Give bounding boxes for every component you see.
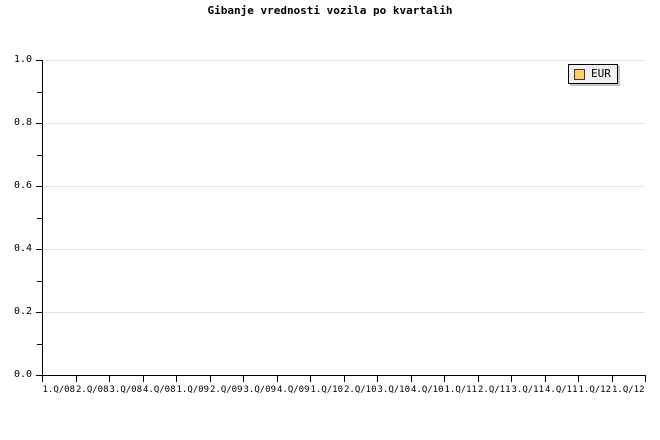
x-axis-label: 3.Q/08 xyxy=(109,385,143,395)
y-axis-tick xyxy=(36,60,42,61)
x-axis-label: 4.Q/11 xyxy=(544,385,578,395)
chart-legend[interactable]: EUR xyxy=(568,64,618,84)
x-axis-tick xyxy=(42,376,43,382)
y-axis-label: 0.0 xyxy=(13,369,32,380)
y-axis-label: 0.8 xyxy=(13,117,32,128)
x-axis-tick xyxy=(612,376,613,382)
y-axis-tick xyxy=(36,123,42,124)
gridline xyxy=(42,123,645,124)
x-axis-tick xyxy=(578,376,579,382)
x-axis-label: 1.Q/12 xyxy=(578,385,612,395)
y-axis-tick xyxy=(36,249,42,250)
gridline xyxy=(42,60,645,61)
x-axis-tick xyxy=(511,376,512,382)
x-axis-tick xyxy=(478,376,479,382)
y-axis-label: 0.4 xyxy=(13,243,32,254)
y-axis-minor-tick xyxy=(37,280,42,282)
x-axis-label: 2.Q/10 xyxy=(343,385,377,395)
x-axis-tick xyxy=(545,376,546,382)
legend-swatch-eur xyxy=(574,68,585,80)
legend-label-eur: EUR xyxy=(591,67,611,80)
x-axis-label: 3.Q/11 xyxy=(511,385,545,395)
x-axis-label: 4.Q/09 xyxy=(276,385,310,395)
x-axis-tick xyxy=(109,376,110,382)
x-axis-tick xyxy=(344,376,345,382)
x-axis-tick xyxy=(277,376,278,382)
y-axis-label: 0.2 xyxy=(13,306,32,317)
x-axis-tick xyxy=(310,376,311,382)
chart-title: Gibanje vrednosti vozila po kvartalih xyxy=(207,4,453,17)
x-axis-tick xyxy=(243,376,244,382)
y-axis-line xyxy=(42,60,43,376)
x-axis-label: 1.Q/09 xyxy=(176,385,210,395)
x-axis-tick xyxy=(645,376,646,382)
x-axis-tick xyxy=(176,376,177,382)
gridline xyxy=(42,312,645,313)
x-axis-label: 4.Q/08 xyxy=(142,385,176,395)
x-axis-tick xyxy=(377,376,378,382)
x-axis-label: 1.Q/11 xyxy=(444,385,478,395)
x-axis-label: 4.Q/10 xyxy=(410,385,444,395)
x-axis-tick xyxy=(76,376,77,382)
x-axis-label: 2.Q/08 xyxy=(75,385,109,395)
x-axis-label: 2.Q/09 xyxy=(209,385,243,395)
y-axis-tick xyxy=(36,186,42,187)
x-axis-tick xyxy=(143,376,144,382)
y-axis-minor-tick xyxy=(37,217,42,219)
x-axis-line xyxy=(42,375,646,376)
x-axis-label: 2.Q/11 xyxy=(477,385,511,395)
x-axis-tick xyxy=(444,376,445,382)
y-axis-tick xyxy=(36,312,42,313)
x-axis-label: 3.Q/10 xyxy=(377,385,411,395)
x-axis-label: 1.Q/08 xyxy=(42,385,76,395)
y-axis-label: 0.6 xyxy=(13,180,32,191)
x-axis-tick xyxy=(411,376,412,382)
plot-area xyxy=(42,60,645,376)
y-axis-label: 1.0 xyxy=(13,54,32,65)
gridline xyxy=(42,249,645,250)
y-axis-tick xyxy=(36,375,42,376)
x-axis-label: 3.Q/09 xyxy=(243,385,277,395)
y-axis-minor-tick xyxy=(37,343,42,345)
x-axis-label: 1.Q/10 xyxy=(310,385,344,395)
y-axis-minor-tick xyxy=(37,91,42,93)
gridline xyxy=(42,186,645,187)
x-axis-label: 1.Q/12 xyxy=(611,385,645,395)
x-axis-tick xyxy=(210,376,211,382)
y-axis-minor-tick xyxy=(37,154,42,156)
